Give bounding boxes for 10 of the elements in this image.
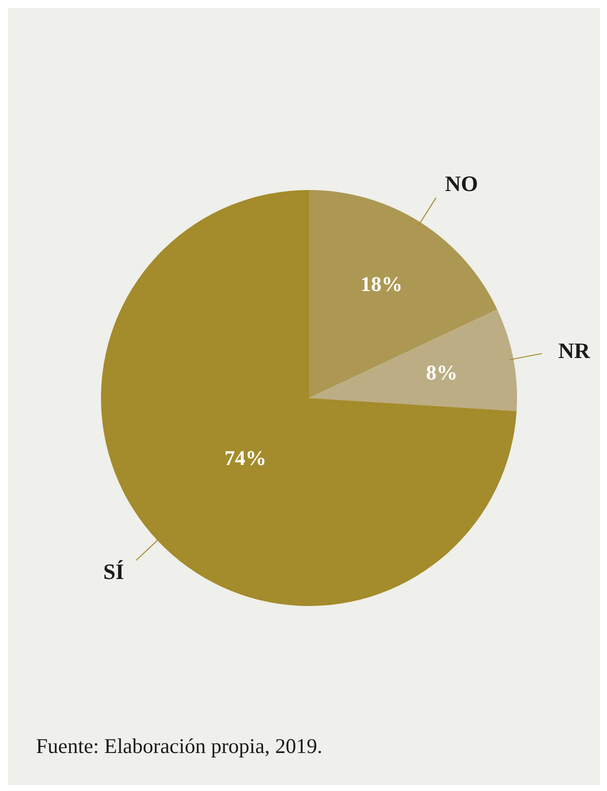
pie-slice <box>101 190 517 606</box>
data-label: 74% <box>224 446 266 470</box>
pie-slice <box>309 190 498 398</box>
slice-label: NO <box>444 171 478 196</box>
data-label: 18% <box>360 272 402 296</box>
pie-slice <box>309 309 517 412</box>
source-note: Fuente: Elaboración propia, 2019. <box>36 734 322 758</box>
slice-label: NR <box>558 338 592 363</box>
data-label: 8% <box>426 360 458 385</box>
slice-label: SÍ <box>103 559 124 584</box>
